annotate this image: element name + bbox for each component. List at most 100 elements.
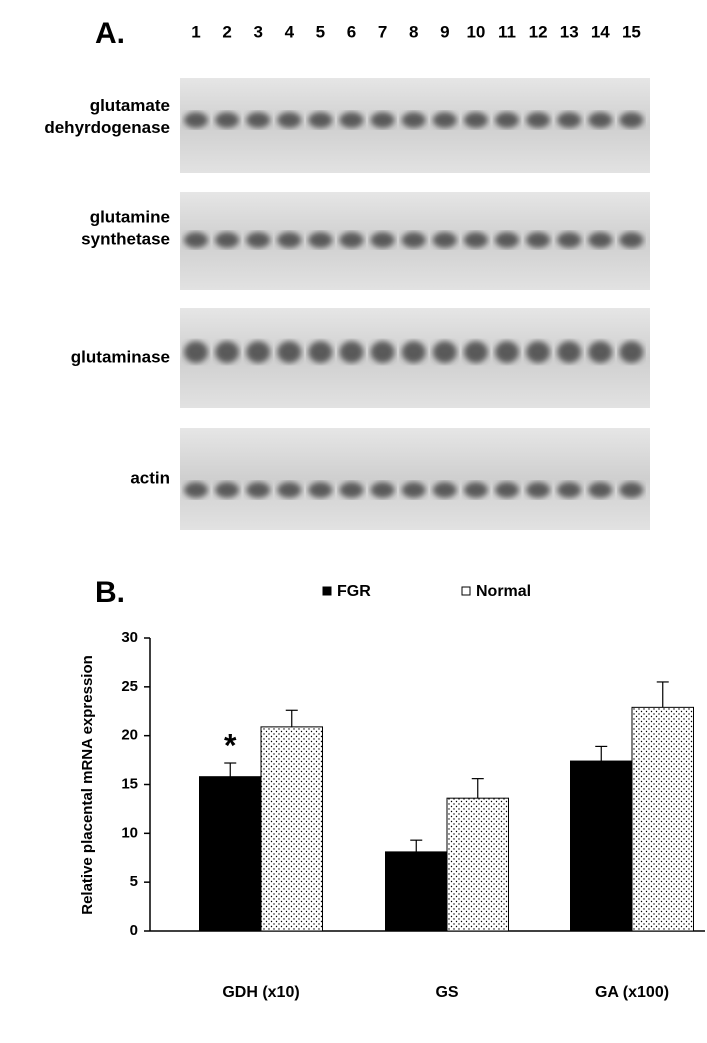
blot-band	[432, 232, 457, 248]
row-label: dehyrdogenase	[44, 118, 170, 137]
y-tick-label: 10	[121, 824, 138, 841]
y-axis-label: Relative placental mRNA expression	[79, 655, 96, 915]
blot-band	[370, 112, 395, 128]
y-tick-label: 15	[121, 775, 138, 792]
blot-band	[557, 482, 582, 498]
row-label: glutamine	[90, 207, 170, 226]
legend-swatch	[322, 586, 332, 596]
y-tick-label: 20	[121, 727, 138, 744]
blot-band	[526, 482, 551, 498]
blot-band	[432, 341, 457, 363]
legend-swatch	[461, 586, 471, 596]
blot-band	[588, 112, 613, 128]
blot-band	[184, 482, 208, 498]
bar	[199, 776, 262, 932]
lane-number: 7	[378, 22, 387, 41]
bar	[385, 851, 448, 932]
annotation: *	[224, 727, 237, 763]
blot-band	[339, 482, 364, 498]
blot-band	[308, 482, 333, 498]
blot-band	[401, 232, 426, 248]
legend-label: Normal	[476, 583, 531, 600]
blot-band	[246, 482, 271, 498]
blot-band	[588, 341, 613, 363]
blot-band	[215, 482, 240, 498]
lane-number: 12	[529, 22, 548, 41]
blot-band	[215, 341, 240, 363]
blot-band	[308, 232, 333, 248]
blot-band	[370, 482, 395, 498]
row-label: glutamate	[90, 96, 170, 115]
x-tick-label: GDH (x10)	[222, 984, 299, 1001]
bar	[631, 706, 694, 932]
blot-band	[246, 232, 271, 248]
blot-band	[277, 112, 302, 128]
lane-number: 2	[222, 22, 231, 41]
blot-band	[495, 341, 519, 363]
blot-band	[463, 112, 488, 128]
blot-band	[215, 112, 240, 128]
legend-label: FGR	[337, 583, 371, 600]
blot-band	[184, 341, 208, 363]
blot-band	[339, 232, 364, 248]
blot-band	[495, 232, 519, 248]
y-tick-label: 30	[121, 629, 138, 646]
lane-number: 11	[498, 22, 516, 41]
blot-band	[370, 341, 395, 363]
lane-number: 9	[440, 22, 449, 41]
x-tick-label: GS	[435, 984, 458, 1001]
row-label: synthetase	[81, 229, 170, 248]
blot-band	[463, 482, 488, 498]
lane-number: 8	[409, 22, 418, 41]
blot-band	[588, 232, 613, 248]
blot-band	[308, 341, 333, 363]
blot-band	[184, 112, 208, 128]
lane-number: 1	[191, 22, 200, 41]
blot-band	[526, 112, 551, 128]
lane-number: 10	[466, 22, 485, 41]
blot-band	[463, 232, 488, 248]
blot-band	[277, 341, 302, 363]
blot-band	[339, 112, 364, 128]
blot-band	[619, 112, 644, 128]
blot-band	[557, 232, 582, 248]
bar	[446, 797, 509, 932]
blot-band	[619, 341, 644, 363]
y-tick-label: 25	[121, 678, 138, 695]
blot-band	[246, 112, 271, 128]
bar	[570, 760, 633, 932]
blot-band	[432, 112, 457, 128]
y-tick-label: 5	[130, 873, 138, 890]
y-tick-label: 0	[130, 922, 138, 939]
blot-panel	[180, 428, 650, 530]
blot-band	[588, 482, 613, 498]
blot-band	[463, 341, 488, 363]
panel-label: A.	[95, 17, 125, 50]
blot-band	[495, 112, 519, 128]
lane-number: 5	[316, 22, 325, 41]
bar	[260, 726, 323, 932]
row-label: glutaminase	[71, 347, 170, 366]
lane-number: 14	[591, 22, 610, 41]
blot-band	[401, 112, 426, 128]
blot-band	[526, 232, 551, 248]
lane-number: 3	[253, 22, 262, 41]
lane-number: 13	[560, 22, 579, 41]
blot-band	[557, 112, 582, 128]
blot-band	[308, 112, 333, 128]
blot-band	[495, 482, 519, 498]
blot-band	[339, 341, 364, 363]
blot-band	[215, 232, 240, 248]
blot-band	[619, 482, 644, 498]
lane-number: 15	[622, 22, 641, 41]
blot-band	[370, 232, 395, 248]
blot-band	[277, 482, 302, 498]
blot-band	[432, 482, 457, 498]
x-tick-label: GA (x100)	[595, 984, 669, 1001]
blot-band	[619, 232, 644, 248]
blot-band	[401, 482, 426, 498]
blot-band	[246, 341, 271, 363]
lane-number: 6	[347, 22, 356, 41]
blot-band	[401, 341, 426, 363]
